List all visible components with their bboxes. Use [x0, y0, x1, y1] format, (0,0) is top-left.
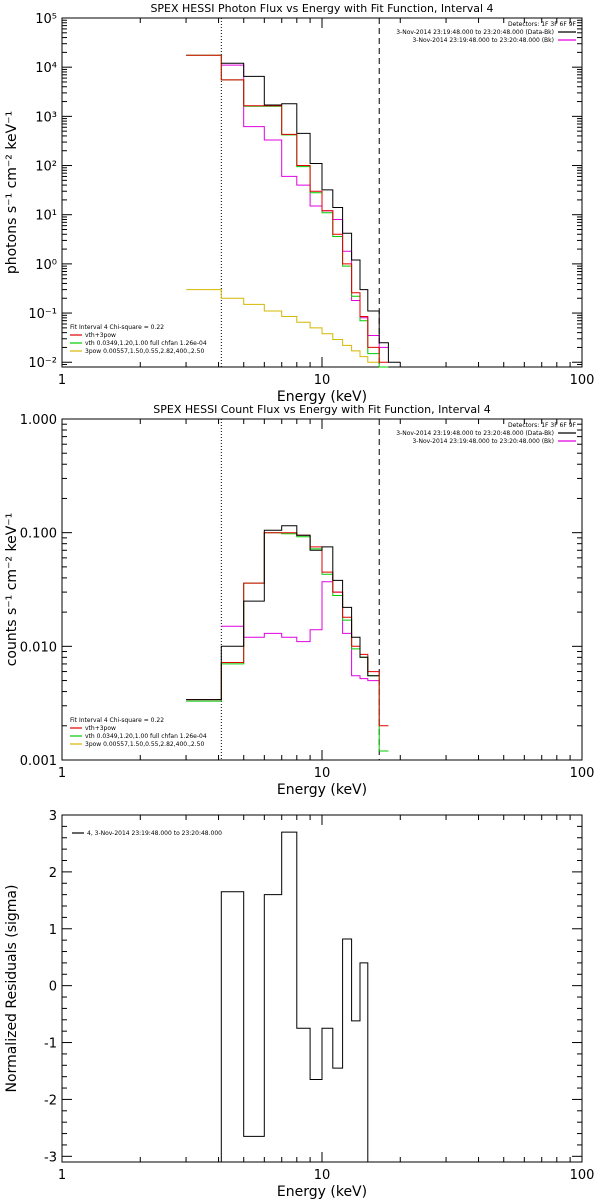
legend-entry-label: 3pow 0.00557,1.50,0.55,2.82,400.,2.50 [85, 741, 204, 748]
plot-frame [61, 814, 583, 1163]
series-vth-3pow [186, 532, 389, 727]
series-data [221, 62, 401, 363]
chart-title: SPEX HESSI Count Flux vs Energy with Fit… [153, 403, 490, 416]
y-tick-label: 10⁻² [28, 356, 57, 371]
legend-entry-label: 3-Nov-2014 23:19:48.000 to 23:20:48.000 … [412, 438, 554, 445]
series-vth [186, 532, 389, 752]
y-tick-label: -2 [44, 1093, 57, 1108]
x-tick-label: 1 [58, 766, 66, 781]
legend-entry-label: 3pow 0.00557,1.50,0.55,2.82,400.,2.50 [85, 348, 204, 355]
series-background [221, 64, 389, 348]
y-tick-label: 0.100 [20, 527, 57, 542]
series-background [221, 581, 380, 682]
legend-detectors: Detectors: 1F 3F 6F 9F [508, 21, 577, 28]
x-axis-label: Energy (keV) [277, 782, 367, 798]
legend-entry-label: vth+3pow [85, 332, 116, 339]
legend-entry-label: 3-Nov-2014 23:19:48.000 to 23:20:48.000 … [396, 29, 554, 36]
series-residuals [220, 831, 380, 1163]
y-tick-label: -3 [44, 1150, 57, 1165]
legend-entry-label: vth+3pow [85, 725, 116, 732]
y-tick-label: 0.010 [20, 640, 57, 655]
chart-title: SPEX HESSI Photon Flux vs Energy with Fi… [150, 2, 493, 15]
legend-entry-label: 3-Nov-2014 23:19:48.000 to 23:20:48.000 … [412, 37, 554, 44]
chart-residuals: 1 10 100 Energy (keV) -3 -2 -1 0 1 2 3 Normalized R… [4, 809, 594, 1200]
series-vth-3pow [186, 54, 389, 363]
y-tick-label: 10⁵ [35, 12, 57, 27]
y-tick-label: 10¹ [35, 209, 57, 224]
x-tick-label: 1 [58, 373, 66, 388]
legend-fit-header: Fit Interval 4 Chi-square = 0.22 [70, 324, 164, 331]
series-data [186, 525, 380, 701]
legend-detectors: Detectors: 1F 3F 6F 9F [508, 422, 577, 429]
y-axis-label: Normalized Residuals (sigma) [4, 885, 20, 1093]
y-tick-label: 3 [49, 809, 57, 824]
legend-entry-label: 3-Nov-2014 23:19:48.000 to 23:20:48.000 … [396, 430, 554, 437]
legend-entry-label: vth 0.0349,1.20,1.00 full chfan 1.26e-04 [85, 340, 207, 347]
series-3pow [186, 289, 380, 363]
y-tick-label: -1 [44, 1037, 57, 1052]
x-axis-label: Energy (keV) [277, 1184, 367, 1200]
legend-entry-label: vth 0.0349,1.20,1.00 full chfan 1.26e-04 [85, 733, 207, 740]
chart-count: SPEX HESSI Count Flux vs Energy with Fit… [4, 403, 594, 798]
x-tick-label: 10 [314, 373, 331, 388]
legend-entry-label: 4, 3-Nov-2014 23:19:48.000 to 23:20:48.0… [87, 830, 222, 837]
legend-fit-header: Fit Interval 4 Chi-square = 0.22 [70, 717, 164, 724]
x-tick-label: 10 [314, 1168, 331, 1183]
x-axis-label: Energy (keV) [277, 389, 367, 405]
y-tick-label: 2 [49, 866, 57, 881]
y-tick-label: 10² [35, 160, 57, 175]
x-tick-label: 1 [58, 1168, 66, 1183]
series-vth [186, 54, 389, 368]
y-tick-label: 10⁴ [35, 61, 57, 76]
y-tick-label: 0 [49, 980, 57, 995]
y-tick-label: 1 [49, 923, 57, 938]
x-tick-label: 100 [570, 1168, 595, 1183]
y-tick-label: 1.000 [20, 413, 57, 428]
x-tick-label: 100 [570, 766, 595, 781]
chart-photon: SPEX HESSI Photon Flux vs Energy with Fi… [4, 2, 594, 405]
x-tick-label: 10 [314, 766, 331, 781]
y-tick-label: 10⁰ [35, 258, 57, 273]
y-axis-label: photons s⁻¹ cm⁻² keV⁻¹ [4, 111, 20, 274]
y-tick-label: 10³ [35, 110, 57, 125]
x-tick-label: 100 [570, 373, 595, 388]
y-tick-label: 0.001 [20, 754, 57, 769]
y-axis-label: counts s⁻¹ cm⁻² keV⁻¹ [4, 513, 20, 667]
y-tick-label: 10⁻¹ [28, 307, 57, 322]
